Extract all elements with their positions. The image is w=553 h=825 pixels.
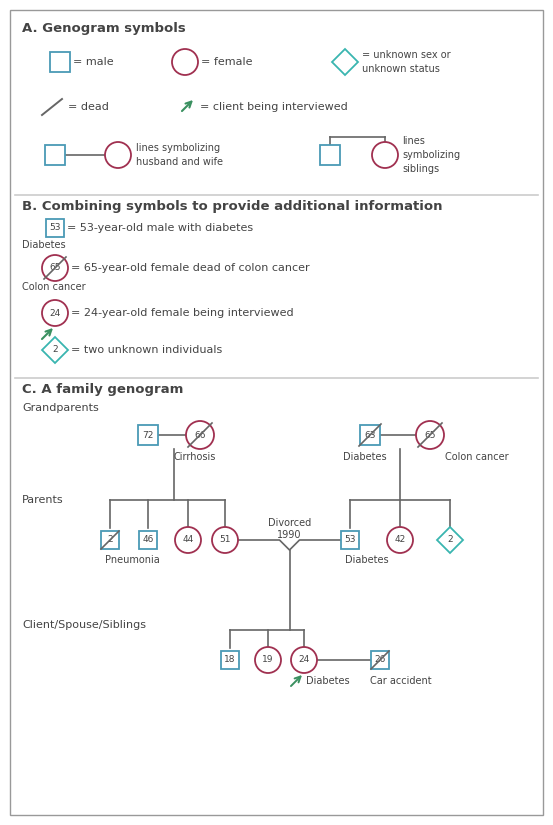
Text: B. Combining symbols to provide additional information: B. Combining symbols to provide addition… <box>22 200 442 213</box>
Text: 63: 63 <box>364 431 375 440</box>
Text: siblings: siblings <box>402 164 439 174</box>
Bar <box>371 651 389 669</box>
Text: 72: 72 <box>142 431 154 440</box>
Text: 66: 66 <box>194 431 206 440</box>
Circle shape <box>372 142 398 168</box>
Circle shape <box>212 527 238 553</box>
Text: 2: 2 <box>447 535 453 545</box>
Bar <box>101 531 119 549</box>
Text: 65: 65 <box>49 263 61 272</box>
Circle shape <box>172 49 198 75</box>
Text: 51: 51 <box>219 535 231 545</box>
Bar <box>320 145 340 165</box>
Text: = unknown sex or: = unknown sex or <box>362 50 451 60</box>
Text: = two unknown individuals: = two unknown individuals <box>71 345 222 355</box>
Text: = male: = male <box>73 57 113 67</box>
Circle shape <box>387 527 413 553</box>
Text: Parents: Parents <box>22 495 64 505</box>
Text: 2: 2 <box>107 535 113 545</box>
Bar <box>341 531 359 549</box>
Text: lines: lines <box>402 136 425 146</box>
Text: lines symbolizing: lines symbolizing <box>136 143 220 153</box>
Bar <box>46 219 64 237</box>
Text: Colon cancer: Colon cancer <box>445 452 509 462</box>
Text: Car accident: Car accident <box>370 676 432 686</box>
Circle shape <box>175 527 201 553</box>
Text: Client/Spouse/Siblings: Client/Spouse/Siblings <box>22 620 146 630</box>
Text: Colon cancer: Colon cancer <box>22 282 86 292</box>
Text: A. Genogram symbols: A. Genogram symbols <box>22 22 186 35</box>
Bar <box>45 145 65 165</box>
Circle shape <box>255 647 281 673</box>
Text: = 65-year-old female dead of colon cancer: = 65-year-old female dead of colon cance… <box>71 263 310 273</box>
Text: 19: 19 <box>262 656 274 664</box>
Bar <box>221 651 239 669</box>
Text: 18: 18 <box>225 656 236 664</box>
Text: = client being interviewed: = client being interviewed <box>200 102 348 112</box>
Bar <box>138 425 158 445</box>
Text: = 53-year-old male with diabetes: = 53-year-old male with diabetes <box>67 223 253 233</box>
Text: 46: 46 <box>142 535 154 545</box>
Text: unknown status: unknown status <box>362 64 440 74</box>
Text: 1990: 1990 <box>277 530 302 540</box>
Text: Pneumonia: Pneumonia <box>105 555 160 565</box>
Text: Divorced: Divorced <box>268 518 311 528</box>
Text: 26: 26 <box>374 656 385 664</box>
Circle shape <box>186 421 214 449</box>
Text: Grandparents: Grandparents <box>22 403 99 413</box>
Text: 53: 53 <box>49 224 61 233</box>
Text: 65: 65 <box>424 431 436 440</box>
Text: 24: 24 <box>49 309 61 318</box>
Text: 24: 24 <box>299 656 310 664</box>
Circle shape <box>416 421 444 449</box>
Text: 2: 2 <box>52 346 58 355</box>
Text: Diabetes: Diabetes <box>343 452 387 462</box>
Text: C. A family genogram: C. A family genogram <box>22 383 184 396</box>
Text: = dead: = dead <box>68 102 109 112</box>
Bar <box>360 425 380 445</box>
Circle shape <box>42 255 68 281</box>
Text: Diabetes: Diabetes <box>345 555 389 565</box>
Polygon shape <box>332 49 358 75</box>
Text: = female: = female <box>201 57 253 67</box>
Text: = 24-year-old female being interviewed: = 24-year-old female being interviewed <box>71 308 294 318</box>
Polygon shape <box>437 527 463 553</box>
Text: 42: 42 <box>394 535 405 545</box>
Bar <box>50 52 70 72</box>
Text: symbolizing: symbolizing <box>402 150 460 160</box>
Circle shape <box>105 142 131 168</box>
Text: husband and wife: husband and wife <box>136 157 223 167</box>
Circle shape <box>291 647 317 673</box>
Polygon shape <box>42 337 68 363</box>
Text: Diabetes: Diabetes <box>306 676 349 686</box>
Text: 53: 53 <box>345 535 356 545</box>
Text: Diabetes: Diabetes <box>22 240 66 250</box>
Text: 44: 44 <box>182 535 194 545</box>
Bar <box>139 531 157 549</box>
Text: Cirrhosis: Cirrhosis <box>174 452 216 462</box>
Circle shape <box>42 300 68 326</box>
